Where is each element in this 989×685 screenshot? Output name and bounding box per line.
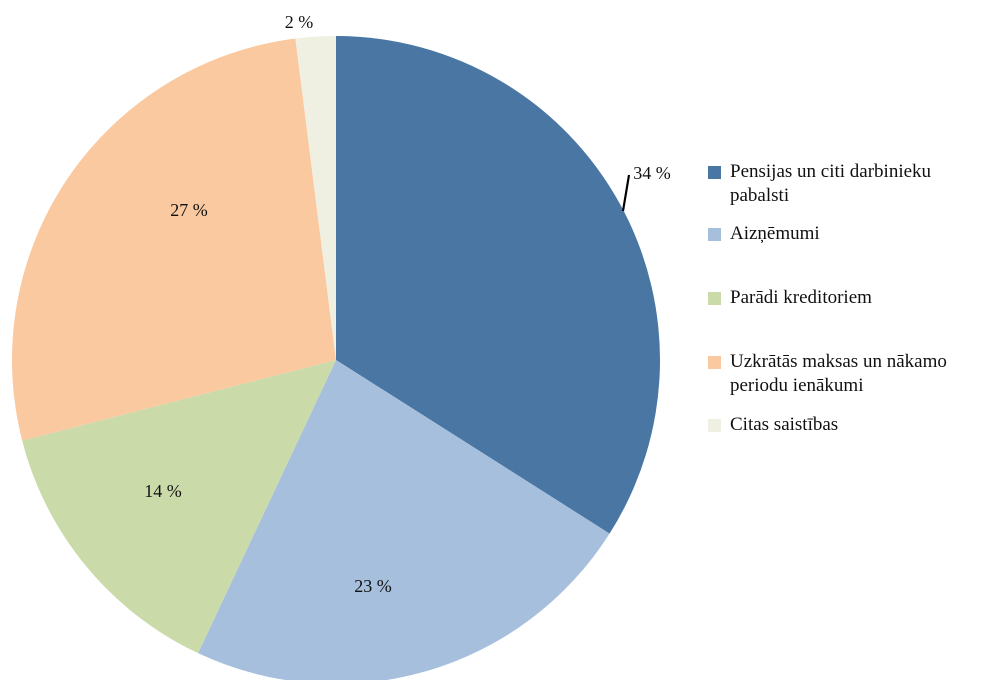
- legend-swatch-pensions: [708, 166, 721, 179]
- legend-swatch-other: [708, 419, 721, 432]
- legend-swatch-creditors: [708, 292, 721, 305]
- legend-item-loans: Aizņēmumi: [708, 222, 983, 246]
- pie-slice-creditors: [22, 360, 337, 654]
- legend-swatch-accrued: [708, 356, 721, 369]
- data-label-accrued: 27 %: [170, 200, 208, 220]
- legend-label-pensions: Pensijas un citi darbinieku pabalsti: [730, 161, 932, 206]
- data-label-loans: 23 %: [354, 576, 392, 596]
- data-label-pensions: 34 %: [633, 163, 671, 183]
- pie-slice-other: [295, 36, 336, 360]
- leader-line-pensions: [621, 174, 631, 212]
- data-label-other: 2 %: [285, 12, 314, 32]
- legend-item-accrued: Uzkrātās maksas un nākamo periodu ienāku…: [708, 350, 983, 398]
- legend-label-creditors: Parādi kreditoriem: [730, 287, 872, 308]
- pie-slice-loans: [198, 360, 610, 684]
- pie-slice-accrued: [11, 38, 337, 441]
- pie-slice-pensions: [336, 36, 660, 534]
- legend-label-accrued: Uzkrātās maksas un nākamo periodu ienāku…: [730, 351, 947, 396]
- legend-label-loans: Aizņēmumi: [730, 223, 820, 244]
- data-label-creditors: 14 %: [144, 481, 182, 501]
- legend-swatch-loans: [708, 228, 721, 241]
- legend-label-other: Citas saistības: [730, 414, 839, 435]
- legend-item-other: Citas saistības: [708, 413, 983, 437]
- legend: Pensijas un citi darbinieku pabalsti Aiz…: [708, 160, 983, 437]
- legend-item-creditors: Parādi kreditoriem: [708, 286, 983, 310]
- legend-item-pensions: Pensijas un citi darbinieku pabalsti: [708, 160, 983, 208]
